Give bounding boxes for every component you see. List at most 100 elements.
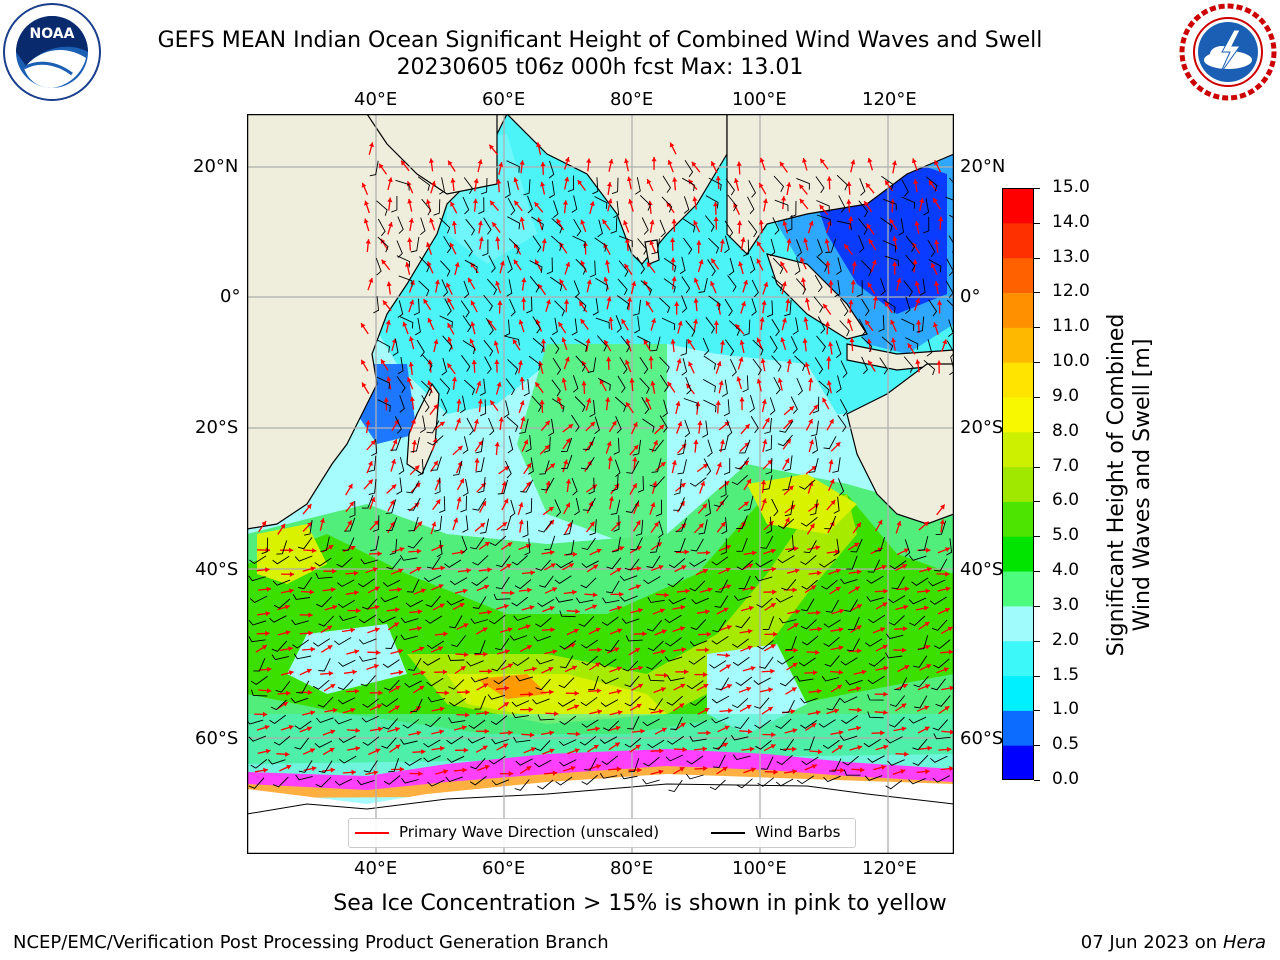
wave-arrow-head bbox=[632, 483, 637, 489]
wind-barb bbox=[945, 196, 954, 201]
wave-arrow-head bbox=[912, 259, 918, 265]
wave-arrow-head bbox=[925, 684, 930, 689]
wind-barb bbox=[506, 416, 519, 432]
wave-arrow-head bbox=[809, 439, 814, 445]
wave-arrow-head bbox=[308, 612, 313, 618]
wind-barb bbox=[512, 657, 530, 667]
wind-barb bbox=[632, 299, 641, 316]
wave-arrow-head bbox=[700, 481, 706, 487]
wave-arrow-head bbox=[636, 566, 642, 572]
wind-barb bbox=[529, 276, 540, 293]
wave-arrow-head bbox=[431, 180, 436, 186]
wind-barb bbox=[318, 658, 331, 672]
wave-arrow-head bbox=[605, 397, 611, 402]
wind-barb bbox=[662, 399, 668, 418]
wind-barb bbox=[270, 699, 287, 711]
wind-barb bbox=[427, 696, 446, 703]
wave-arrow-head bbox=[595, 726, 600, 732]
wave-arrow-head bbox=[857, 707, 862, 713]
colorbar-tick-mark bbox=[1034, 292, 1040, 294]
wind-barb bbox=[685, 320, 696, 337]
colorbar-tick-label: 2.0 bbox=[1052, 629, 1080, 650]
wave-arrow-head bbox=[354, 688, 360, 694]
wave-arrow-head bbox=[940, 504, 945, 510]
wave-arrow-head bbox=[722, 742, 728, 748]
wind-barb bbox=[617, 278, 628, 296]
wind-barb bbox=[796, 377, 803, 396]
wind-barb bbox=[580, 696, 598, 707]
wave-arrow-head bbox=[487, 567, 492, 573]
wave-arrow-head bbox=[391, 484, 397, 490]
colorbar-tick-mark bbox=[1034, 188, 1040, 189]
wind-barb bbox=[250, 675, 268, 685]
wind-barb bbox=[606, 557, 622, 570]
wind-barb bbox=[818, 719, 836, 728]
wave-arrow-head bbox=[693, 439, 699, 445]
wind-barb bbox=[646, 555, 661, 569]
wave-arrow-head bbox=[828, 280, 834, 285]
wind-barb bbox=[708, 237, 720, 254]
wave-arrow-head bbox=[679, 767, 685, 772]
wave-arrow-head bbox=[738, 261, 744, 267]
wave-arrow-head bbox=[374, 627, 380, 633]
wave-arrow-head bbox=[399, 547, 405, 552]
wave-arrow-head bbox=[463, 747, 469, 753]
wind-barb bbox=[686, 755, 704, 765]
wind-barb bbox=[794, 355, 806, 372]
wind-barb bbox=[702, 420, 709, 438]
wind-barb bbox=[709, 779, 726, 791]
wind-barb bbox=[856, 280, 863, 298]
wave-arrow-head bbox=[803, 317, 809, 322]
wave-arrow-head bbox=[606, 441, 612, 447]
wave-arrow-head bbox=[395, 744, 401, 750]
wind-barb bbox=[506, 279, 513, 297]
wind-barb bbox=[677, 459, 687, 475]
wind-barb bbox=[294, 737, 310, 750]
wave-arrow-head bbox=[508, 771, 514, 777]
wave-arrow-head bbox=[478, 440, 483, 446]
wind-barb bbox=[571, 414, 580, 432]
wave-arrow-head bbox=[649, 240, 655, 246]
wind-barb bbox=[376, 339, 390, 353]
wind-barb bbox=[841, 715, 858, 724]
wind-barb bbox=[611, 177, 619, 195]
wind-barb bbox=[451, 635, 466, 648]
wave-arrow-head bbox=[671, 219, 677, 224]
wave-arrow-head bbox=[934, 239, 940, 245]
wind-barb bbox=[363, 760, 378, 773]
wind-barb bbox=[905, 296, 911, 315]
wind-barb bbox=[316, 717, 334, 724]
wave-arrow-head bbox=[815, 545, 821, 551]
wave-arrow-head bbox=[781, 196, 787, 201]
legend-wave-label: Primary Wave Direction (unscaled) bbox=[399, 823, 660, 841]
wind-barb bbox=[833, 496, 840, 514]
wave-arrow-head bbox=[320, 518, 325, 523]
wave-arrow-head bbox=[759, 183, 764, 188]
wave-arrow-head bbox=[792, 769, 797, 775]
wind-barb bbox=[736, 560, 753, 571]
lon-label-top-40: 40°E bbox=[354, 89, 398, 110]
wave-arrow-head bbox=[265, 567, 270, 573]
wave-arrow-head bbox=[771, 566, 776, 572]
wind-barb bbox=[779, 420, 794, 433]
wind-barb bbox=[809, 499, 818, 516]
wind-barb bbox=[377, 399, 391, 412]
wind-barb bbox=[800, 517, 818, 527]
wave-arrow-head bbox=[330, 767, 335, 773]
wind-barb bbox=[749, 394, 755, 413]
wind-barb bbox=[592, 298, 599, 316]
wave-arrow-head bbox=[883, 744, 889, 750]
wave-arrow-head bbox=[680, 683, 686, 689]
wind-barb bbox=[400, 617, 419, 624]
wave-arrow-head bbox=[693, 220, 699, 226]
wind-barb bbox=[555, 776, 573, 786]
wind-barb bbox=[743, 495, 754, 511]
wind-barb bbox=[441, 357, 448, 376]
wave-arrow-head bbox=[786, 438, 791, 444]
wind-barb bbox=[732, 638, 749, 648]
wave-arrow-head bbox=[307, 689, 313, 695]
colorbar-cell bbox=[1002, 710, 1034, 746]
wave-arrow-head bbox=[658, 769, 664, 775]
wind-barb bbox=[576, 597, 594, 604]
wind-barb bbox=[489, 535, 507, 547]
